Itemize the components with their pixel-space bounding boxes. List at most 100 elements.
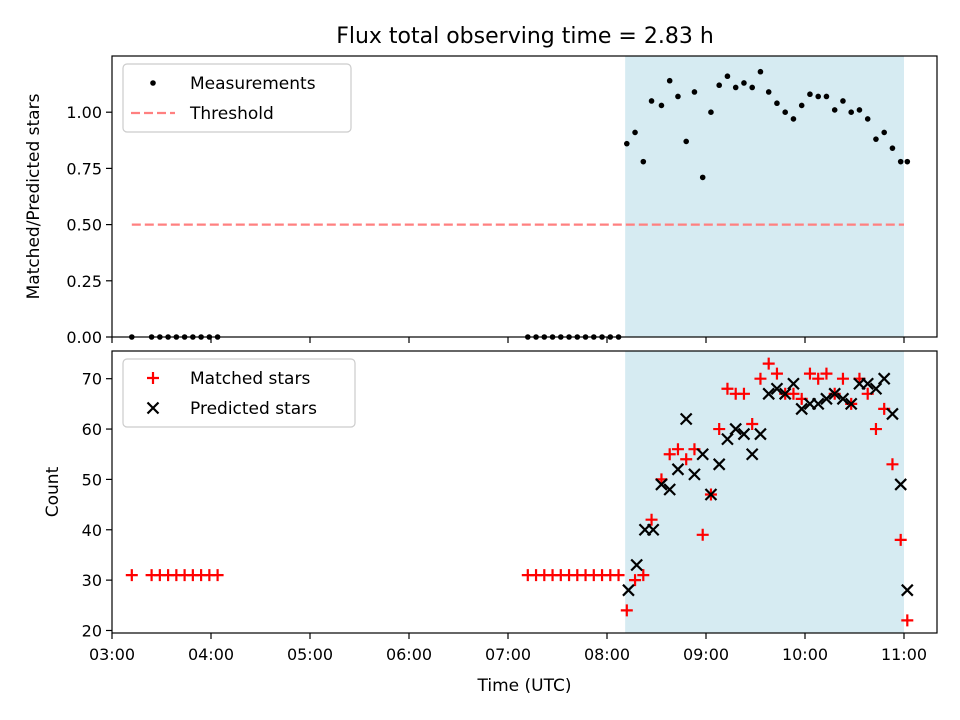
- count-y-ticks: 20 30 40 50 60 70: [82, 370, 112, 640]
- predicted-star-point: [622, 583, 635, 597]
- predicted-star-point: [646, 523, 660, 537]
- predicted-star-point: [820, 392, 833, 406]
- y-tick-label: 30: [82, 571, 102, 590]
- y-tick-label: 50: [82, 470, 102, 489]
- predicted-star-point: [877, 372, 891, 385]
- count-legend: Matched stars Predicted stars: [122, 358, 356, 428]
- matched-star-point: [886, 458, 899, 471]
- predicted-star-point: [844, 397, 858, 411]
- matched-star-point: [787, 387, 800, 400]
- measurement-point: [864, 116, 871, 122]
- predicted-star-point: [811, 397, 825, 411]
- measurement-point: [708, 109, 714, 115]
- matched-star-point: [762, 357, 775, 370]
- y-tick-label: 0.25: [66, 272, 102, 291]
- matched-star-point: [637, 569, 650, 582]
- matched-star-point: [869, 423, 882, 436]
- y-tick-label: 40: [82, 521, 102, 540]
- measurement-point: [640, 158, 647, 165]
- matched-star-point: [812, 372, 825, 385]
- measurement-point: [724, 73, 731, 80]
- predicted-star-point: [828, 387, 841, 401]
- measurement-point: [823, 93, 830, 100]
- x-tick-label: 09:00: [683, 645, 729, 664]
- measurement-point: [648, 98, 655, 104]
- matched-star-point: [680, 453, 693, 466]
- count-panel-frame: [111, 350, 938, 634]
- x-tick-label: 05:00: [287, 645, 333, 664]
- legend-x-icon: [146, 401, 160, 415]
- measurement-point: [624, 140, 630, 147]
- measurement-point: [790, 116, 797, 122]
- predicted-star-point: [721, 432, 734, 446]
- measurement-point: [675, 93, 681, 100]
- measurement-point: [765, 89, 772, 95]
- matched-star-point: [746, 418, 759, 431]
- measurement-point: [699, 174, 706, 181]
- ratio-panel-frame: [111, 55, 938, 338]
- measurement-point: [782, 109, 788, 115]
- matched-star-point: [770, 367, 783, 380]
- matched-star-point: [820, 367, 833, 380]
- x-tick-label: 10:00: [782, 645, 828, 664]
- measurement-point: [757, 68, 764, 75]
- chart-title: Flux total observing time = 2.83 h: [336, 24, 714, 49]
- predicted-star-point: [778, 387, 792, 401]
- matched-star-point: [737, 387, 750, 400]
- measurement-point: [897, 158, 904, 165]
- ratio-marks: [129, 68, 911, 340]
- measurement-point: [632, 129, 638, 136]
- ratio-panel: 0.00 0.25 0.50 0.75 1.00 Matched/Predicted s…: [24, 55, 938, 347]
- predicted-star-point: [679, 412, 693, 426]
- legend-label: Matched stars: [190, 369, 310, 389]
- y-tick-label: 0.00: [66, 328, 102, 347]
- predicted-star-point: [712, 458, 726, 471]
- y-tick-label: 0.75: [66, 159, 102, 178]
- predicted-star-point: [836, 392, 850, 406]
- measurement-point: [749, 84, 755, 91]
- x-axis-label: Time (UTC): [477, 676, 572, 696]
- measurement-point: [840, 98, 846, 104]
- measurement-point: [873, 136, 879, 142]
- measurement-point: [904, 158, 911, 165]
- legend-plus-icon: [147, 372, 159, 384]
- ratio-y-axis-label: Matched/Predicted stars: [24, 93, 44, 299]
- y-tick-label: 0.50: [66, 216, 102, 235]
- predicted-star-point: [762, 387, 775, 401]
- matched-star-point: [612, 569, 625, 582]
- predicted-star-point: [754, 427, 767, 441]
- y-tick-label: 20: [82, 621, 102, 640]
- measurement-point: [683, 138, 689, 145]
- matched-star-point: [836, 372, 849, 385]
- matched-star-point: [663, 448, 676, 461]
- predicted-star-point: [861, 377, 874, 391]
- matched-star-point: [901, 614, 914, 627]
- predicted-star-point: [630, 558, 643, 572]
- measurement-point: [658, 102, 665, 109]
- y-tick-label: 1.00: [66, 103, 102, 122]
- predicted-star-point: [869, 382, 883, 396]
- x-tick-label: 04:00: [188, 645, 234, 664]
- ratio-x-ticks: [111, 337, 905, 343]
- predicted-star-point: [901, 583, 914, 597]
- x-tick-label: 06:00: [386, 645, 432, 664]
- count-panel: 03:00 04:00 05:00 06:00 07:00 08:00 09:00 10:00…: [43, 350, 938, 696]
- measurement-point: [848, 109, 854, 115]
- measurement-point: [716, 82, 722, 89]
- matched-star-point: [894, 533, 907, 546]
- predicted-star-point: [671, 463, 685, 476]
- predicted-star-point: [704, 488, 718, 501]
- measurement-point: [815, 93, 821, 100]
- x-tick-label: 03:00: [89, 645, 135, 664]
- matched-star-point: [211, 569, 224, 582]
- count-x-ticks: 03:00 04:00 05:00 06:00 07:00 08:00 09:00 10:00…: [89, 633, 927, 664]
- ratio-legend: Measurements Threshold: [122, 63, 352, 133]
- legend-box: [122, 63, 352, 133]
- predicted-star-point: [729, 422, 742, 436]
- predicted-star-point: [737, 427, 751, 441]
- matched-star-point: [803, 367, 816, 380]
- measurement-point: [881, 129, 887, 136]
- legend-label: Measurements: [190, 74, 316, 94]
- measurement-point: [798, 102, 805, 109]
